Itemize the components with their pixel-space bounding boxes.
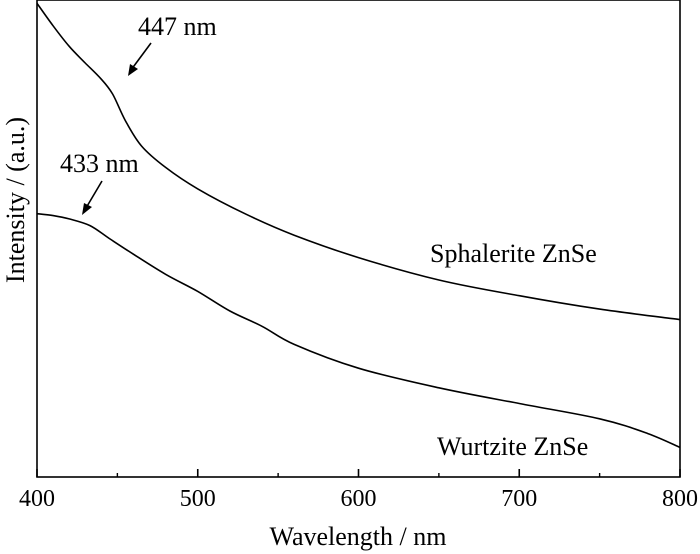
- x-tick-label: 800: [662, 486, 698, 512]
- series-layer: [36, 2, 681, 449]
- series-line-wurtzite: [36, 212, 681, 449]
- arrow-447nm: [128, 42, 152, 76]
- y-axis-title: Intensity / (a.u.): [1, 117, 30, 283]
- annotation-447nm: 447 nm: [138, 12, 217, 41]
- annotation-433nm: 433 nm: [60, 149, 139, 178]
- x-tick-label: 400: [19, 486, 55, 512]
- series-label-sphalerite: Sphalerite ZnSe: [430, 239, 597, 268]
- arrow-433nm: [82, 180, 103, 215]
- x-axis-ticks: 400 500 600 700 800: [19, 469, 698, 512]
- x-axis-title: Wavelength / nm: [270, 522, 447, 551]
- x-tick-label: 600: [341, 486, 377, 512]
- x-tick-label: 500: [180, 486, 216, 512]
- series-line-sphalerite: [36, 2, 681, 321]
- x-tick-label: 700: [501, 486, 537, 512]
- series-label-wurtzite: Wurtzite ZnSe: [437, 432, 588, 461]
